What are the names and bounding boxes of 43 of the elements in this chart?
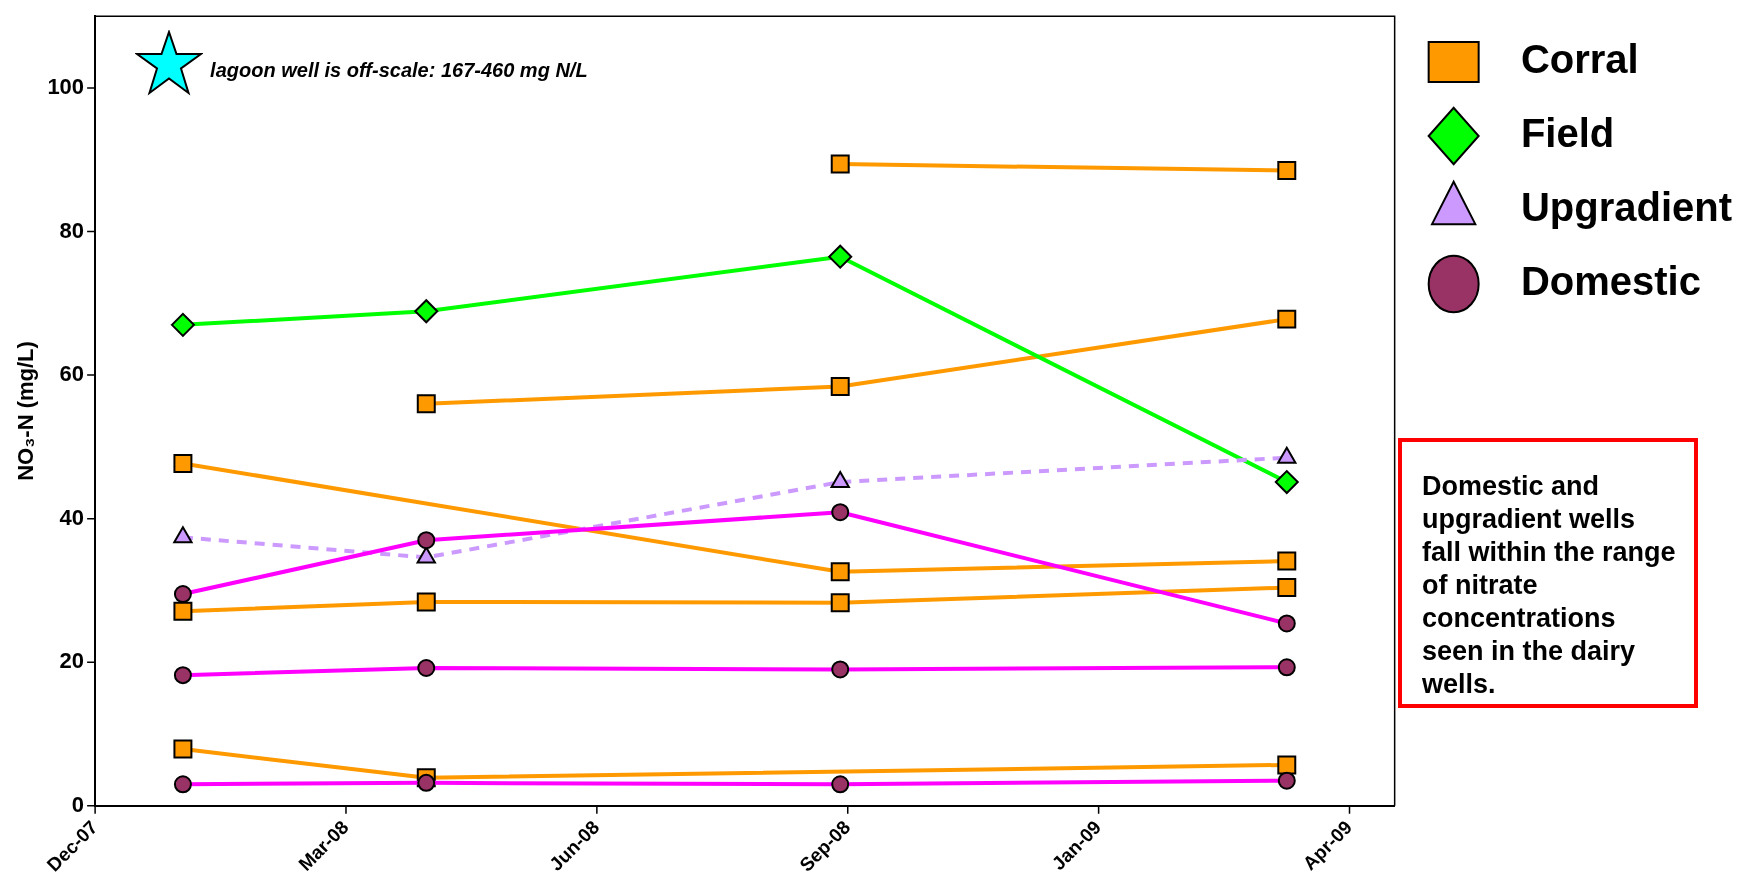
legend-label: Field	[1498, 111, 1615, 156]
point	[1277, 658, 1296, 677]
point	[170, 312, 195, 337]
point	[830, 377, 850, 397]
point	[1277, 755, 1297, 775]
point	[830, 154, 850, 174]
y-tick-label: 100	[47, 74, 85, 100]
legend-label: Corral	[1498, 37, 1639, 82]
point	[828, 244, 853, 269]
y-tick-label: 60	[59, 361, 85, 387]
point	[173, 739, 193, 759]
point	[173, 775, 192, 794]
y-tick-label: 40	[59, 504, 85, 530]
point	[831, 775, 850, 794]
text: Domestic and upgradient wells fall within the range of nitrate concentrations seen in the dairy wells.	[1398, 438, 1698, 708]
point	[830, 562, 850, 582]
y-tick-label: 80	[59, 217, 85, 243]
point	[1277, 551, 1297, 571]
point	[173, 453, 193, 473]
point	[1274, 470, 1299, 495]
point	[1277, 578, 1297, 598]
point	[831, 503, 850, 522]
legend-label: Upgradient	[1498, 185, 1732, 230]
point	[173, 585, 192, 604]
y-tick-label: 20	[59, 648, 85, 674]
annotation: lagoon well is off-scale: 167-460 mg N/L	[210, 58, 588, 81]
legend-label: Domestic	[1498, 259, 1701, 304]
point	[416, 394, 436, 414]
point	[417, 531, 436, 550]
point	[417, 773, 436, 792]
point	[830, 593, 850, 613]
point	[1277, 309, 1297, 329]
point	[831, 660, 850, 679]
point	[1277, 771, 1296, 790]
point	[1277, 161, 1297, 181]
point	[414, 299, 439, 324]
y-tick-label: 0	[71, 791, 85, 817]
point	[417, 658, 436, 677]
point	[173, 666, 192, 685]
point	[416, 592, 436, 612]
point	[1277, 614, 1296, 633]
y-axis-title: NO₃-N (mg/L)	[13, 341, 39, 481]
point	[173, 601, 193, 621]
